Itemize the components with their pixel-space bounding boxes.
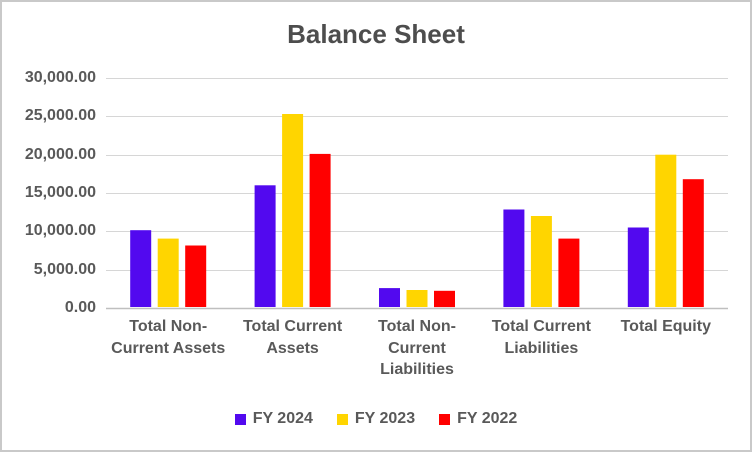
bar-fy-2023-total-non-current-assets: [157, 238, 179, 307]
legend: FY 2024 FY 2023 FY 2022: [0, 410, 752, 428]
y-tick-label: 5,000.00: [33, 260, 96, 278]
legend-label: FY 2022: [457, 410, 518, 427]
bar-fy-2023-total-current-liabilities: [530, 216, 552, 307]
bar-fy-2023-total-current-assets: [282, 114, 304, 307]
bar-fy-2024-total-equity: [627, 227, 649, 307]
y-tick-label: 0.00: [64, 299, 96, 316]
x-category-label-total-current-liabilities: Total Current Liabilities: [491, 318, 592, 357]
legend-label: FY 2023: [354, 410, 416, 427]
x-category-label-total-non-current-liabilities: Total Non- Current Liabilities: [378, 318, 456, 378]
chart-title: Balance Sheet: [287, 19, 465, 49]
legend-swatch-icon: [234, 413, 246, 425]
legend-item-fy-2024: FY 2024: [234, 410, 313, 428]
legend-label: FY 2024: [252, 410, 313, 427]
bar-fy-2024-total-non-current-liabilities: [379, 288, 400, 307]
bar-fy-2024-total-current-liabilities: [503, 209, 525, 307]
x-category-label-total-non-current-assets: Total Non- Current Assets: [111, 318, 226, 357]
x-category-label-total-equity: Total Equity: [620, 318, 711, 335]
bar-fy-2022-total-non-current-assets: [185, 245, 207, 307]
x-category-label-total-current-assets: Total Current Assets: [242, 318, 343, 357]
bar-fy-2023-total-non-current-liabilities: [406, 290, 428, 307]
y-tick-label: 25,000.00: [24, 107, 96, 125]
y-tick-label: 15,000.00: [24, 184, 96, 201]
bar-fy-2022-total-equity: [682, 179, 704, 307]
y-tick-label: 10,000.00: [24, 222, 96, 240]
y-tick-label: 30,000.00: [24, 69, 96, 86]
legend-item-fy-2022: FY 2022: [439, 410, 517, 428]
y-tick-label: 20,000.00: [24, 145, 96, 163]
bar-fy-2024-total-current-assets: [254, 185, 276, 307]
bar-fy-2024-total-non-current-assets: [130, 230, 152, 307]
legend-item-fy-2023: FY 2023: [336, 410, 416, 428]
bar-fy-2023-total-equity: [655, 154, 677, 307]
legend-swatch-icon: [439, 413, 451, 425]
legend-swatch-icon: [336, 413, 348, 425]
bar-fy-2022-total-current-liabilities: [558, 238, 580, 307]
bar-fy-2022-total-current-assets: [309, 153, 331, 307]
bar-fy-2022-total-non-current-liabilities: [434, 290, 455, 308]
